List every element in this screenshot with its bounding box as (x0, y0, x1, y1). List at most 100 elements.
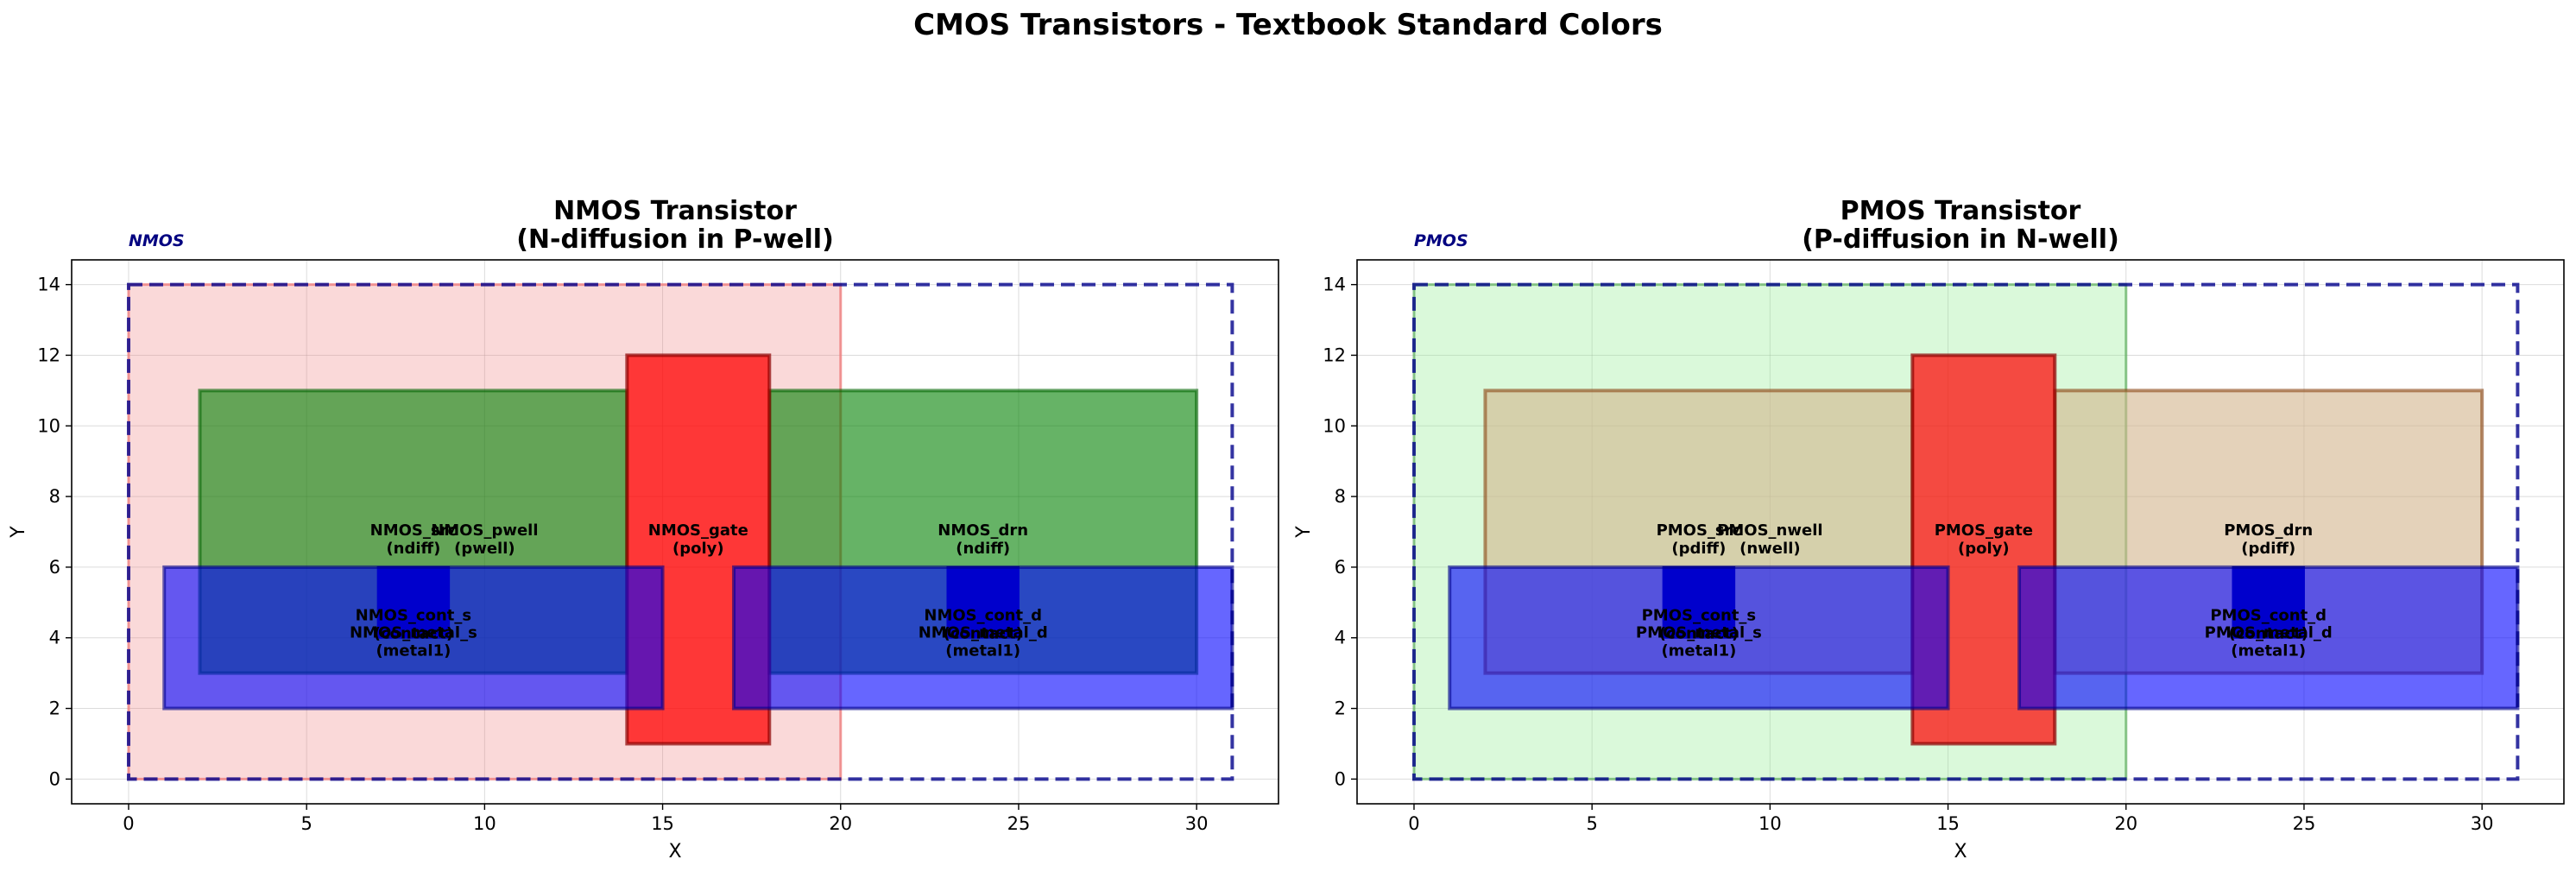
nmos-panel: NMOS_src (ndiff)NMOS_pwell (pwell)NMOS_gat… (8, 196, 1279, 863)
pmos-label-pmos-cont-s: PMOS_cont_s (contact) (1642, 606, 1757, 642)
pmos-label-pmos-metal-d: PMOS_metal_d (metal1) (2205, 624, 2333, 660)
nmos-label-nmos-gate: NMOS_gate (poly) (648, 521, 748, 558)
nmos-xtick-label: 20 (829, 813, 852, 834)
nmos-label-line: (metal1) (945, 642, 1020, 660)
nmos-axes-frame (71, 259, 1279, 805)
pmos-label-line: (pdiff) (1671, 540, 1726, 558)
pmos-ytick-label: 12 (1323, 344, 1346, 365)
pmos-ytick-label: 8 (1335, 486, 1346, 507)
figure-title: CMOS Transistors - Textbook Standard Col… (913, 8, 1663, 42)
nmos-xtick-label: 15 (651, 813, 674, 834)
nmos-xlabel: X (668, 841, 681, 863)
pmos-xtick-label: 0 (1408, 813, 1419, 834)
nmos-label-line: NMOS_pwell (431, 521, 538, 540)
pmos-label-line: (metal1) (1661, 642, 1736, 660)
nmos-label-line: NMOS_metal_s (350, 624, 477, 642)
pmos-xtick-label: 20 (2114, 813, 2137, 834)
nmos-title: NMOS Transistor (N-diffusion in P-well) (516, 196, 834, 255)
pmos-label-line: (metal1) (2231, 642, 2306, 660)
pmos-layer-rect-6 (1448, 565, 1950, 711)
pmos-label-line: (pdiff) (2241, 540, 2295, 558)
nmos-label-line: (metal1) (376, 642, 451, 660)
pmos-corner-tag: PMOS (1414, 231, 1468, 250)
pmos-label-line: (nwell) (1739, 540, 1800, 558)
pmos-ytick-label: 6 (1335, 557, 1346, 578)
nmos-label-line: NMOS_metal_d (919, 624, 1048, 642)
pmos-label-line: (poly) (1958, 540, 2010, 558)
nmos-layer-rect-8 (126, 282, 1234, 781)
nmos-ytick-label: 8 (49, 486, 60, 507)
pmos-label-pmos-gate: PMOS_gate (poly) (1935, 521, 2033, 558)
pmos-ytick-label: 4 (1335, 628, 1346, 648)
pmos-ytick-label: 2 (1335, 698, 1346, 719)
nmos-layer-rect-6 (162, 565, 665, 711)
nmos-ytick-label: 12 (37, 344, 60, 365)
nmos-label-line: NMOS_src (370, 521, 458, 540)
nmos-ytick-label: 4 (49, 628, 60, 648)
pmos-label-pmos-src: PMOS_src (pdiff) (1657, 521, 1742, 558)
nmos-xtick-label: 0 (123, 813, 134, 834)
pmos-label-pmos-drn: PMOS_drn (pdiff) (2224, 521, 2313, 558)
pmos-title: PMOS Transistor (P-diffusion in N-well) (1802, 196, 2119, 255)
pmos-ylabel: Y (1293, 526, 1315, 539)
nmos-label-line: (ndiff) (386, 540, 440, 558)
pmos-label-line: PMOS_cont_s (1642, 606, 1757, 624)
pmos-label-line: PMOS_metal_s (1636, 624, 1762, 642)
pmos-label-line: (contact) (2229, 624, 2308, 642)
pmos-label-line: (contact) (1659, 624, 1739, 642)
nmos-xtick-label: 5 (300, 813, 312, 834)
pmos-ytick-label: 14 (1323, 275, 1346, 295)
pmos-xtick-label: 15 (1936, 813, 1960, 834)
nmos-ytick-label: 14 (37, 275, 60, 295)
pmos-label-pmos-metal-s: PMOS_metal_s (metal1) (1636, 624, 1762, 660)
nmos-label-nmos-metal-s: NMOS_metal_s (metal1) (350, 624, 477, 660)
pmos-label-line: PMOS_src (1657, 521, 1742, 540)
pmos-title-line: PMOS Transistor (1840, 196, 2081, 226)
pmos-xtick-label: 30 (2471, 813, 2494, 834)
nmos-label-nmos-metal-d: NMOS_metal_d (metal1) (919, 624, 1048, 660)
nmos-xtick-label: 25 (1007, 813, 1031, 834)
pmos-xtick-label: 10 (1758, 813, 1782, 834)
nmos-label-line: (pwell) (454, 540, 515, 558)
pmos-axes-frame (1356, 259, 2565, 805)
nmos-label-nmos-drn: NMOS_drn (ndiff) (938, 521, 1028, 558)
nmos-title-line: NMOS Transistor (553, 196, 797, 226)
nmos-label-nmos-src: NMOS_src (ndiff) (370, 521, 458, 558)
nmos-title-line: (N-diffusion in P-well) (516, 224, 834, 255)
pmos-ytick-label: 0 (1335, 768, 1346, 789)
pmos-layer-rect-7 (2017, 565, 2520, 711)
pmos-title-line: (P-diffusion in N-well) (1802, 224, 2119, 255)
nmos-label-line: (ndiff) (956, 540, 1010, 558)
pmos-label-line: PMOS_drn (2224, 521, 2313, 540)
nmos-corner-tag: NMOS (129, 231, 185, 250)
nmos-ytick-label: 0 (49, 768, 60, 789)
pmos-ytick-label: 10 (1323, 415, 1346, 436)
pmos-label-line: PMOS_cont_d (2210, 606, 2327, 624)
nmos-label-line: NMOS_gate (648, 521, 748, 540)
pmos-label-line: PMOS_metal_d (2205, 624, 2333, 642)
nmos-label-nmos-pwell: NMOS_pwell (pwell) (431, 521, 538, 558)
nmos-ytick-label: 10 (37, 415, 60, 436)
pmos-xlabel: X (1954, 841, 1967, 863)
pmos-layer-rect-8 (1411, 282, 2520, 781)
nmos-label-nmos-cont-s: NMOS_cont_s (contact) (356, 606, 471, 642)
nmos-xtick-label: 10 (473, 813, 496, 834)
nmos-label-nmos-cont-d: NMOS_cont_d (contact) (924, 606, 1042, 642)
nmos-label-line: (poly) (672, 540, 724, 558)
pmos-xtick-label: 5 (1586, 813, 1597, 834)
nmos-ytick-label: 6 (49, 557, 60, 578)
pmos-xtick-label: 25 (2293, 813, 2316, 834)
nmos-label-line: (contact) (944, 624, 1023, 642)
nmos-label-line: NMOS_drn (938, 521, 1028, 540)
nmos-label-line: NMOS_cont_s (356, 606, 471, 624)
nmos-ytick-label: 2 (49, 698, 60, 719)
nmos-ylabel: Y (8, 526, 29, 539)
pmos-label-line: PMOS_nwell (1717, 521, 1822, 540)
pmos-label-pmos-cont-d: PMOS_cont_d (contact) (2210, 606, 2327, 642)
pmos-label-line: PMOS_gate (1935, 521, 2033, 540)
nmos-label-line: NMOS_cont_d (924, 606, 1042, 624)
pmos-label-pmos-nwell: PMOS_nwell (nwell) (1717, 521, 1822, 558)
nmos-label-line: (contact) (374, 624, 453, 642)
pmos-panel: PMOS_src (pdiff)PMOS_nwell (nwell)PMOS_gat… (1293, 196, 2565, 863)
